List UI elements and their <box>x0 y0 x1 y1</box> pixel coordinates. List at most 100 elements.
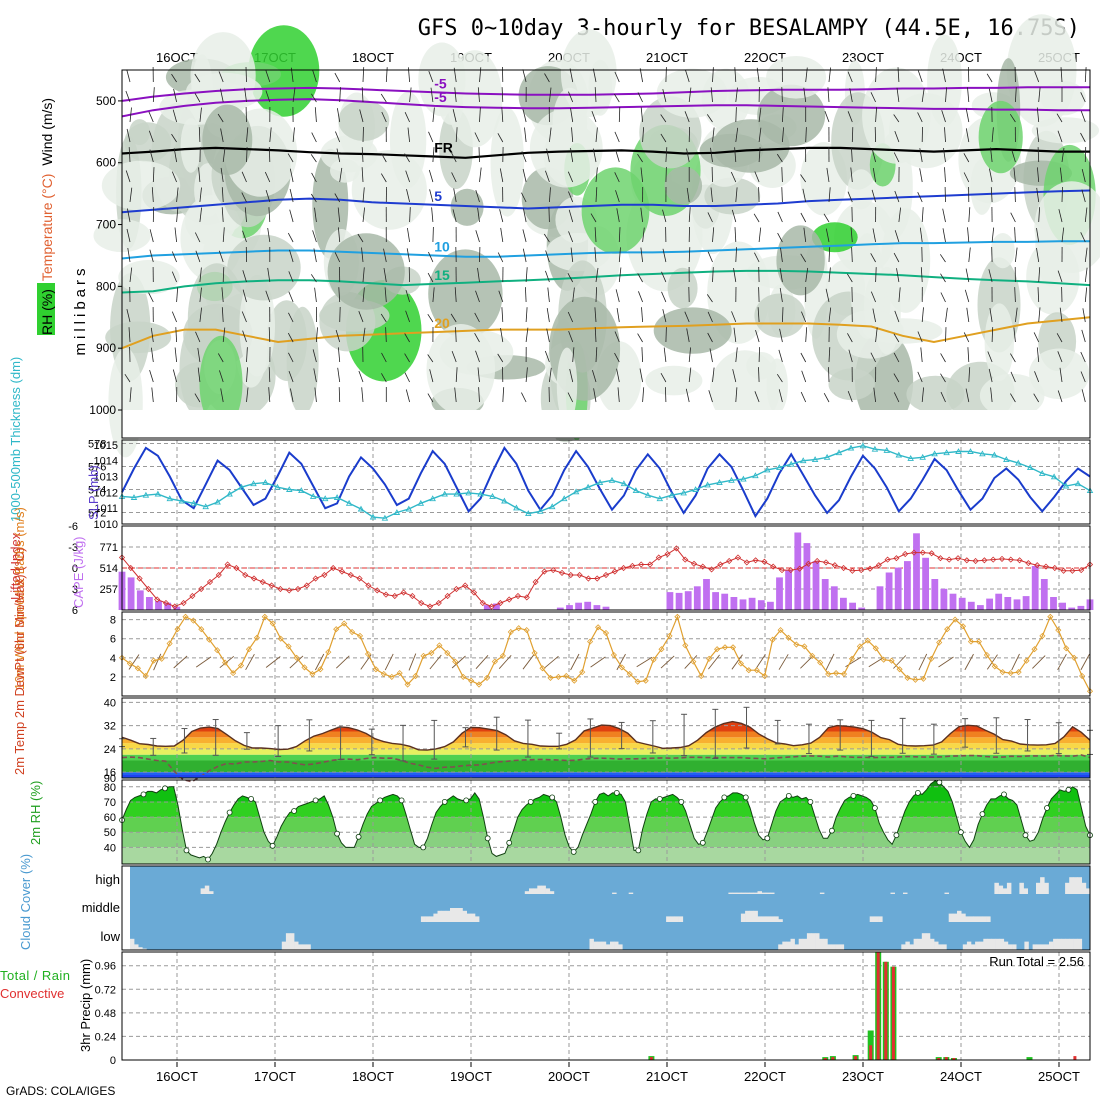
cape-tick-label: 771 <box>100 542 118 554</box>
cloud-cell <box>799 939 803 950</box>
contour-label: -5 <box>434 89 447 105</box>
cloud-level-label: high <box>95 872 120 887</box>
rh-marker <box>356 834 361 839</box>
cloud-cell <box>961 914 966 922</box>
rh-marker <box>851 793 856 798</box>
wind-barb <box>666 67 667 82</box>
cape-axis-label: CAPE (J/kg) <box>71 536 86 608</box>
cape-bar <box>913 533 920 610</box>
cloud-cell <box>922 933 926 950</box>
cape-bar <box>758 600 765 610</box>
legend-item: RH (%) <box>39 289 55 335</box>
cloud-cell <box>590 939 594 950</box>
cloud-cell <box>1070 939 1074 950</box>
cloud-cell <box>996 939 1000 950</box>
cloud-cell <box>454 908 459 922</box>
cloud-cell <box>979 942 983 950</box>
rh-shade-cell <box>979 101 1023 173</box>
time-tick-label: 17OCT <box>254 1069 296 1084</box>
cloud-cell <box>679 916 684 922</box>
rh-shade-cell <box>561 29 617 117</box>
time-tick-label: 22OCT <box>744 1069 786 1084</box>
cloud-cell <box>840 944 844 950</box>
rh-shade-cell <box>665 167 703 205</box>
cloud-cell <box>807 933 811 950</box>
cape-bar <box>886 573 893 611</box>
cape-bar <box>694 586 701 610</box>
cape-bar <box>146 597 153 610</box>
rh-marker <box>571 849 576 854</box>
cape-bar <box>584 602 591 610</box>
cloud-cell <box>728 893 733 894</box>
cape-bar <box>922 558 929 610</box>
cloud-cell <box>815 933 819 950</box>
cloud-cell <box>458 908 463 922</box>
cloud-cell <box>770 893 775 894</box>
wind-barb <box>665 387 666 402</box>
cloud-cell <box>1003 888 1008 894</box>
cloud-cell <box>749 893 754 894</box>
rh-marker <box>528 799 533 804</box>
wind-barb <box>433 227 434 242</box>
pressure-axis-label: millibars <box>72 264 89 355</box>
cloud-cell <box>823 939 827 950</box>
cloud-cell <box>963 944 967 950</box>
wind-barb <box>269 147 270 162</box>
pressure-tick-label: 900 <box>96 341 116 355</box>
cloud-cell <box>999 886 1004 894</box>
rh-axis-label: 2m RH (%) <box>28 781 43 845</box>
rh-shade-cell <box>881 208 930 313</box>
time-tick-label: 18OCT <box>352 50 394 65</box>
rh-shade-cell <box>991 233 1015 268</box>
rh-marker <box>292 809 297 814</box>
rh-marker <box>915 790 920 795</box>
cloud-cell <box>891 893 896 894</box>
cloud-cell <box>298 944 302 950</box>
temp-band <box>122 761 1090 773</box>
wind-barb <box>246 67 247 82</box>
cloud-cell <box>546 888 551 894</box>
precip-tick-label: 0.96 <box>95 961 116 973</box>
rh-tick-label: 70 <box>104 797 116 809</box>
time-tick-label: 23OCT <box>842 50 884 65</box>
cloud-cell <box>1073 877 1078 894</box>
cloud-cell <box>438 911 443 922</box>
cape-bar <box>594 605 601 610</box>
cloud-cell <box>1008 944 1012 950</box>
cloud-cell <box>762 916 767 922</box>
cloud-cell <box>778 944 782 950</box>
cloud-cell <box>737 893 742 894</box>
cloud-cell <box>1019 883 1024 894</box>
cape-bar <box>785 570 792 610</box>
cloud-cell <box>1065 883 1070 894</box>
cape-bar <box>931 579 938 610</box>
cloud-cell <box>1078 939 1082 950</box>
cloud-cell <box>282 942 286 950</box>
cloud-cell <box>1040 877 1045 894</box>
li-tick-label: -6 <box>68 521 78 533</box>
cloud-cell <box>741 893 746 894</box>
cloud-cell <box>938 944 942 950</box>
cape-bar <box>721 594 728 610</box>
cloud-cell <box>770 916 775 922</box>
cape-bar <box>1023 596 1030 610</box>
precip-tick-label: 0.24 <box>95 1031 116 1043</box>
precip-convective-bar <box>869 1045 872 1060</box>
rh-marker <box>614 790 619 795</box>
rh-marker <box>937 780 942 785</box>
rh-marker <box>722 795 727 800</box>
cloud-cell <box>1041 944 1045 950</box>
rh-shade-cell <box>654 307 732 353</box>
temp-axis-label: 2m Temp 2m DewPt (6hr Min/Max) (°C) <box>12 548 27 775</box>
contour-label: 15 <box>434 267 450 283</box>
cloud-cell <box>803 939 807 950</box>
pressure-tick-label: 700 <box>96 218 116 232</box>
wind-barb <box>759 187 760 202</box>
wind-barb <box>340 307 341 322</box>
cloud-cell <box>594 942 598 950</box>
cape-bar <box>986 599 993 610</box>
rh-marker <box>765 836 770 841</box>
cloud-cell <box>614 942 618 950</box>
wind-barb <box>619 107 620 122</box>
